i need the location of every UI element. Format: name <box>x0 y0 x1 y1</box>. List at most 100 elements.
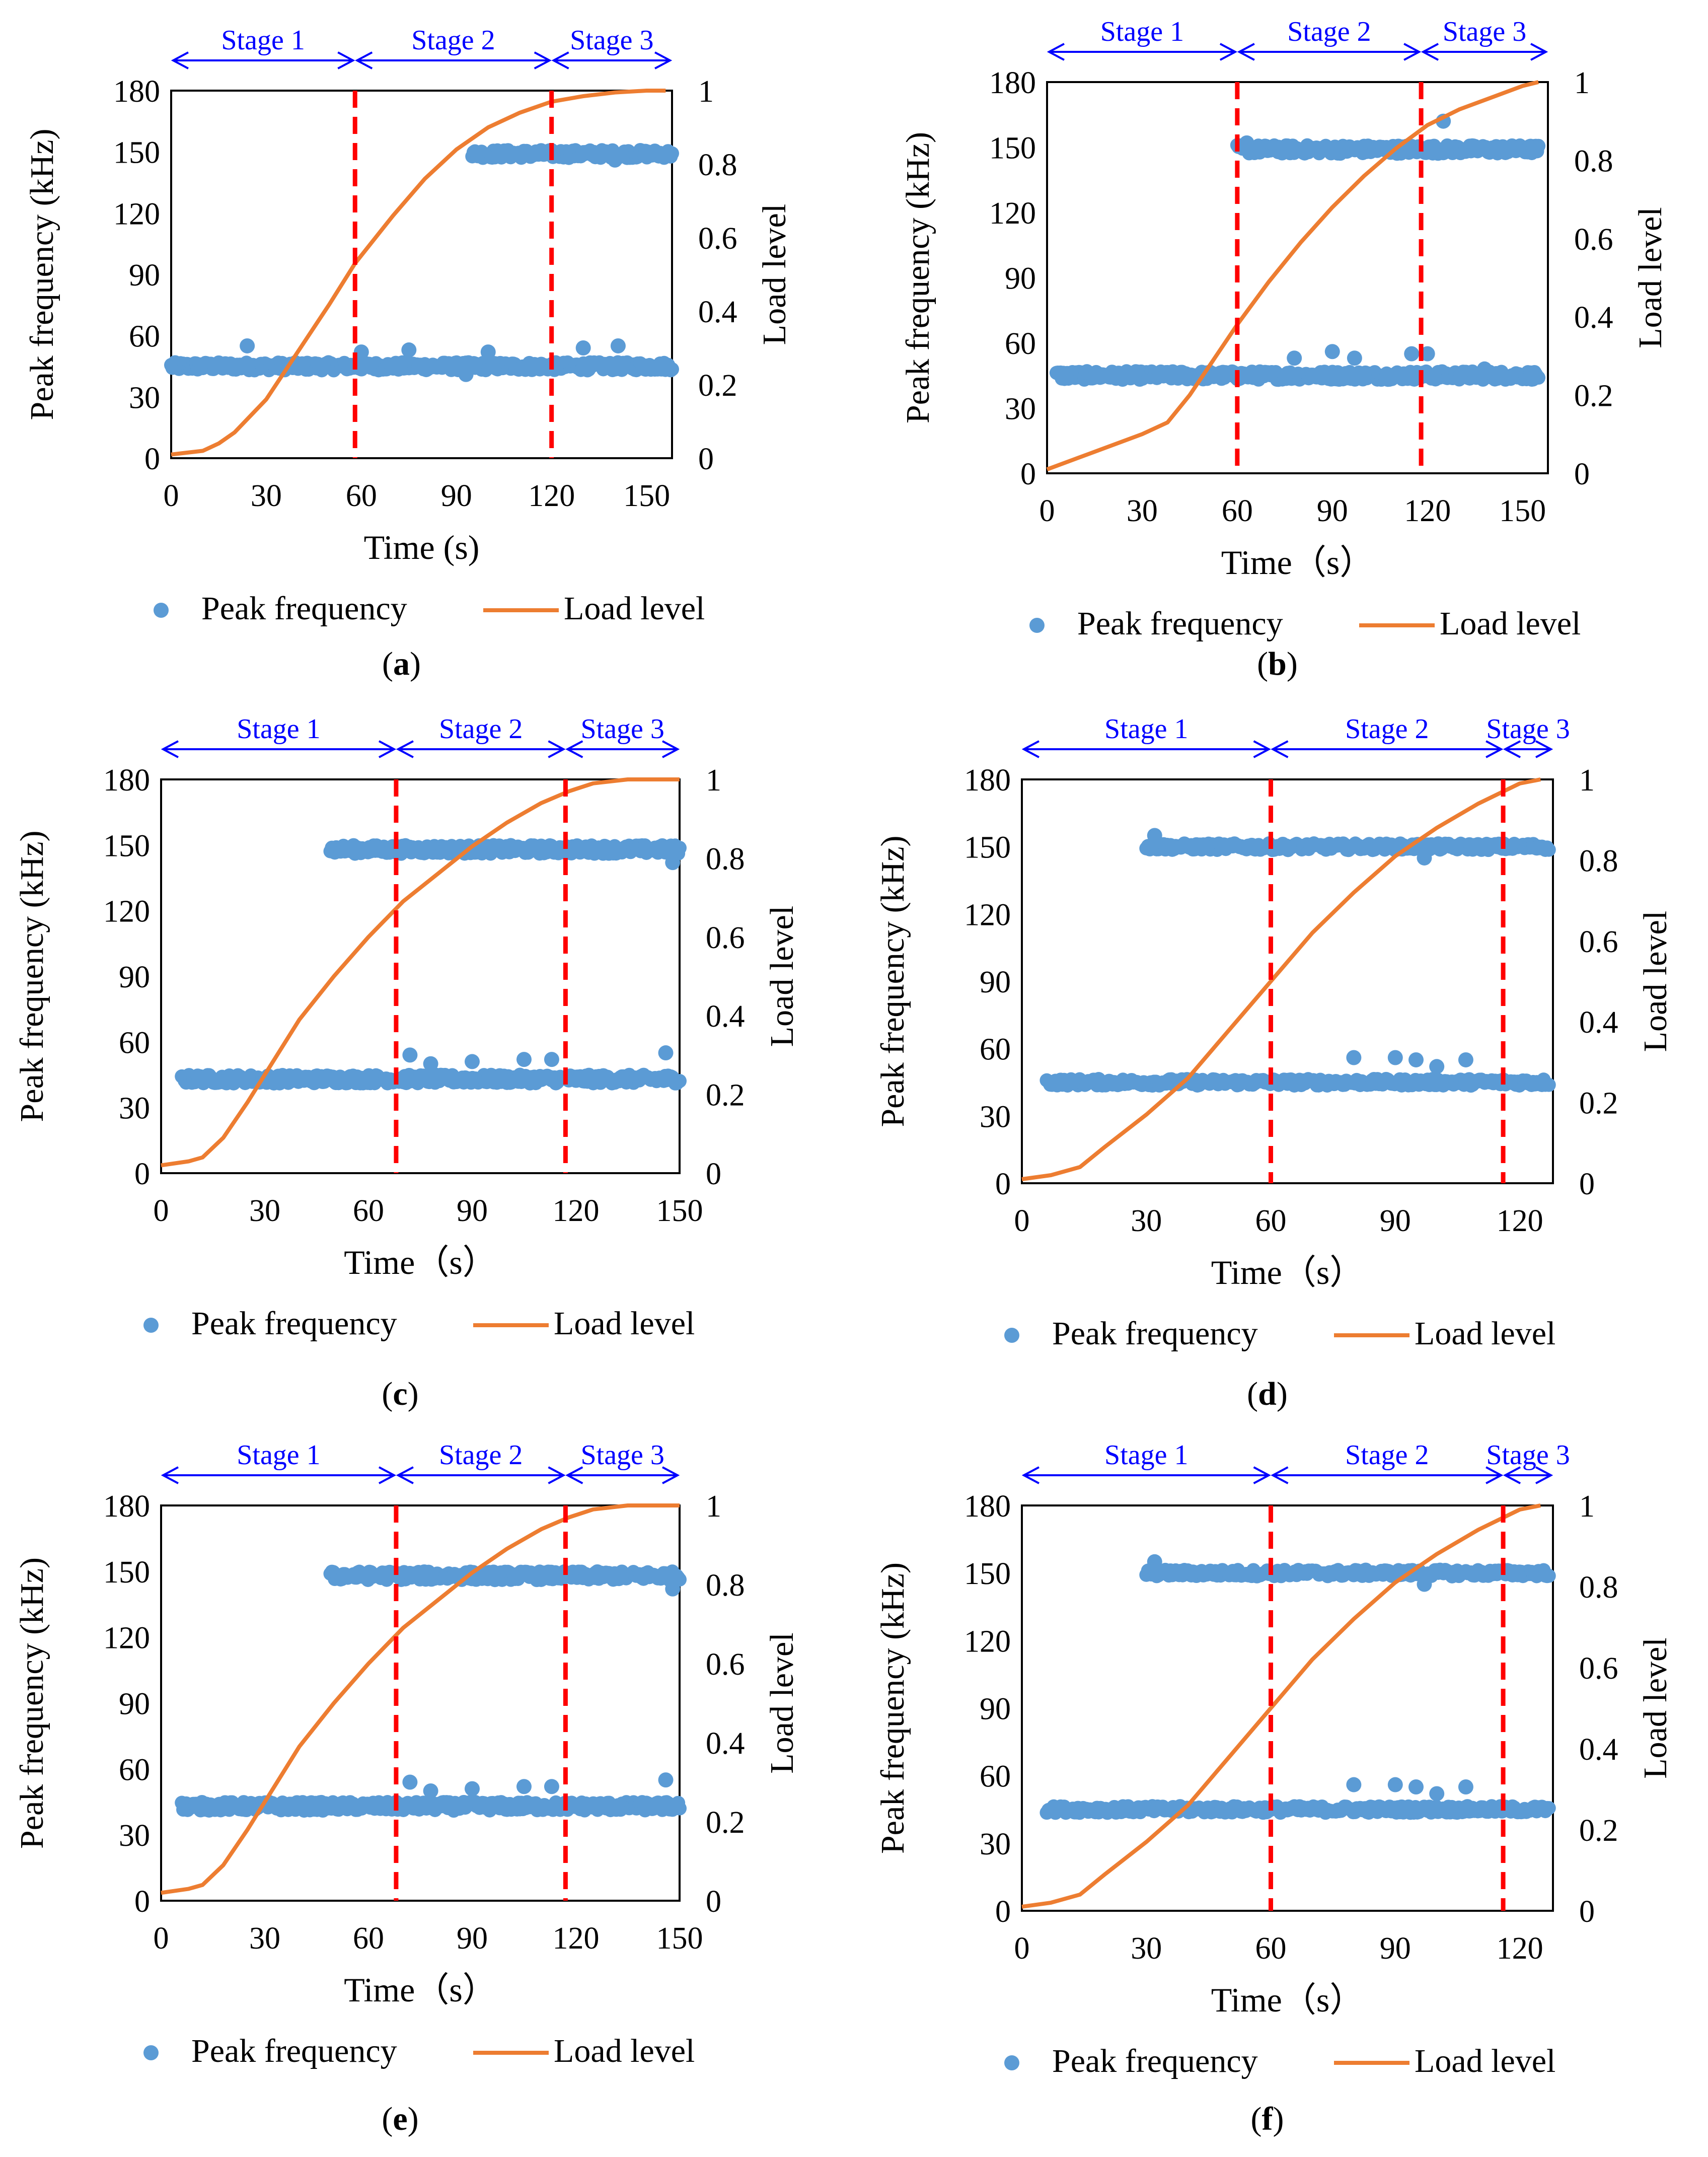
y-left-tick-label: 60 <box>119 1753 150 1787</box>
stage-arrow-head-right <box>1535 740 1553 758</box>
stage-label: Stage 2 <box>411 25 495 56</box>
peak-frequency-point <box>673 840 687 855</box>
peak-frequency-point <box>1420 346 1435 362</box>
y-right-tick-label: 0.4 <box>706 999 745 1034</box>
plot-frame <box>1046 81 1549 474</box>
peak-frequency-point <box>1408 1052 1424 1067</box>
stage-arrow-head-left <box>1503 740 1521 758</box>
caption-paren-close: ) <box>1273 2101 1284 2137</box>
peak-frequency-point <box>458 367 474 382</box>
x-tick-label: 120 <box>528 479 575 513</box>
peak-frequency-point <box>1541 1801 1556 1815</box>
peak-frequency-point <box>1541 1077 1556 1092</box>
stage-arrow-head-left <box>355 51 373 69</box>
stage-arrow-head-left <box>1047 43 1065 61</box>
y-left-tick-label: 30 <box>119 1819 150 1853</box>
panel-caption: (f) <box>1251 2101 1284 2137</box>
y-left-axis-title: Peak frequency (kHz) <box>874 835 911 1127</box>
peak-frequency-point <box>1417 1576 1432 1592</box>
chart-panel-a: 0 30 60 90 120 150 180 0 0.2 0.4 0.6 0.8 1 0 30 60 90 120… <box>24 25 793 682</box>
peak-frequency-point <box>1147 828 1162 843</box>
y-right-tick-label: 0.4 <box>1579 1733 1618 1767</box>
stage-arrow-head-left <box>396 740 414 758</box>
peak-frequency-point <box>1147 1554 1162 1569</box>
peak-frequency-point <box>575 340 591 355</box>
y-left-tick-label: 0 <box>134 1157 150 1191</box>
peak-frequency-point <box>665 146 679 161</box>
x-tick-label: 0 <box>1014 1204 1030 1238</box>
peak-frequency-point <box>544 1779 559 1794</box>
caption-paren-open: ( <box>382 2101 393 2137</box>
peak-frequency-point <box>1387 1050 1403 1065</box>
y-left-tick-label: 90 <box>119 960 150 994</box>
legend-load-label: Load level <box>554 1305 695 1342</box>
chart-panel-f: 0 30 60 90 120 150 180 0 0.2 0.4 0.6 0.8 1 0 30 60 90 120… <box>874 1440 1674 2137</box>
peak-frequency-point <box>1541 1568 1556 1583</box>
legend-peak-marker <box>1004 1328 1019 1343</box>
y-left-tick-label: 0 <box>1020 457 1036 491</box>
x-tick-label: 150 <box>623 479 670 513</box>
x-tick-label: 60 <box>346 479 377 513</box>
panel-caption: (a) <box>382 645 421 682</box>
x-tick-label: 150 <box>1499 494 1546 528</box>
peak-frequency-point <box>1429 1059 1445 1074</box>
caption-paren-open: ( <box>1251 2101 1262 2137</box>
stage-arrow-head-right <box>1403 43 1422 61</box>
stage-arrow-head-right <box>534 51 552 69</box>
peak-frequency-point <box>480 344 496 360</box>
caption-paren-open: ( <box>1257 645 1268 682</box>
stage-arrow-head-left <box>551 51 569 69</box>
peak-frequency-point <box>665 855 681 871</box>
x-tick-label: 60 <box>1222 494 1253 528</box>
peak-frequency-series <box>175 1564 687 1818</box>
y-right-tick-label: 0.2 <box>1579 1087 1618 1121</box>
x-tick-label: 30 <box>1127 494 1158 528</box>
x-tick-label: 30 <box>1131 1204 1162 1238</box>
peak-frequency-point <box>423 1783 438 1799</box>
y-left-tick-label: 90 <box>129 258 160 293</box>
y-left-tick-label: 30 <box>129 381 160 415</box>
stage-arrow-head-left <box>1021 740 1039 758</box>
y-right-axis-title: Load level <box>764 1632 800 1773</box>
peak-frequency-series <box>1039 828 1556 1093</box>
chart-panel-d: 0 30 60 90 120 150 180 0 0.2 0.4 0.6 0.8 1 0 30 60 90 120… <box>874 713 1674 1412</box>
peak-frequency-point <box>544 1052 559 1067</box>
stage-arrow-head-right <box>662 740 680 758</box>
peak-frequency-point <box>401 342 417 358</box>
x-tick-label: 0 <box>1014 1931 1030 1966</box>
peak-frequency-point <box>1287 350 1302 366</box>
x-axis-title: Time（s） <box>1211 1981 1364 2019</box>
y-right-tick-label: 0.6 <box>1579 925 1618 959</box>
y-left-tick-label: 120 <box>989 196 1036 231</box>
y-right-tick-label: 0.8 <box>1579 844 1618 878</box>
y-left-tick-label: 150 <box>113 136 160 170</box>
y-left-tick-label: 30 <box>980 1100 1011 1134</box>
x-tick-label: 90 <box>1380 1931 1411 1966</box>
caption-letter: f <box>1262 2101 1274 2137</box>
chart-panel-b: 0 30 60 90 120 150 180 0 0.2 0.4 0.6 0.8 1 0 30 60 90 120… <box>900 16 1669 682</box>
y-left-tick-label: 30 <box>119 1092 150 1126</box>
peak-frequency-point <box>1387 1777 1403 1792</box>
stage-arrow-head-left <box>161 740 179 758</box>
y-right-tick-label: 1 <box>1579 1489 1595 1524</box>
y-right-tick-label: 0.6 <box>706 921 745 955</box>
y-left-tick-label: 120 <box>103 895 150 929</box>
legend-peak-marker <box>1004 2055 1019 2070</box>
peak-frequency-point <box>1408 1779 1424 1795</box>
y-right-tick-label: 0.6 <box>706 1647 745 1682</box>
y-right-axis-title: Load level <box>1637 1637 1674 1778</box>
legend-load-label: Load level <box>1440 605 1581 642</box>
y-right-tick-label: 0.8 <box>698 148 737 182</box>
y-right-tick-label: 0.6 <box>1574 223 1613 257</box>
y-left-tick-label: 90 <box>1005 262 1036 296</box>
y-right-tick-label: 1 <box>698 75 714 109</box>
plot-frame <box>160 1504 681 1902</box>
stage-label: Stage 2 <box>439 713 523 745</box>
peak-frequency-point <box>240 338 255 353</box>
stage-label: Stage 1 <box>1104 1440 1188 1471</box>
caption-paren-close: ) <box>1287 645 1298 682</box>
y-right-tick-label: 0.6 <box>698 222 737 256</box>
caption-paren-open: ( <box>382 1376 393 1412</box>
x-tick-label: 0 <box>154 1194 169 1228</box>
stage-label: Stage 3 <box>1486 1440 1570 1471</box>
